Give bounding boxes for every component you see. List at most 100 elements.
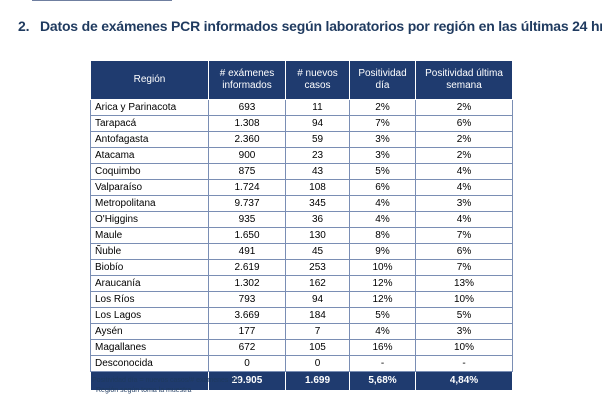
cell-new-cases: 94 — [285, 291, 350, 308]
cell-positivity-day: 4% — [349, 323, 416, 340]
cell-region: Los Ríos — [90, 291, 209, 308]
cell-positivity-day: 5% — [349, 163, 416, 180]
cell-exams: 3.669 — [208, 307, 286, 324]
cell-exams: 900 — [208, 147, 286, 164]
cell-region: Atacama — [90, 147, 209, 164]
cell-region: Biobío — [90, 259, 209, 276]
cell-new-cases: 105 — [285, 339, 350, 356]
cell-new-cases: 23 — [285, 147, 350, 164]
total-positivity-day: 5,68% — [349, 371, 416, 391]
cell-exams: 2.619 — [208, 259, 286, 276]
cell-positivity-week: 4% — [415, 163, 513, 180]
cell-exams: 672 — [208, 339, 286, 356]
header-region: Región — [90, 60, 209, 100]
cell-new-cases: 162 — [285, 275, 350, 292]
cell-new-cases: 59 — [285, 131, 350, 148]
table-row: Arica y Parinacota 693 11 2% 2% — [90, 99, 513, 116]
cell-exams: 177 — [208, 323, 286, 340]
cell-positivity-day: - — [349, 355, 416, 372]
cell-region: Arica y Parinacota — [90, 99, 209, 116]
cell-region: Desconocida — [90, 355, 209, 372]
cell-positivity-day: 9% — [349, 243, 416, 260]
footnote-region: Región según toma la muestra — [96, 387, 192, 394]
cell-new-cases: 7 — [285, 323, 350, 340]
cell-exams: 693 — [208, 99, 286, 116]
pcr-table: Región # exámenes informados # nuevos ca… — [90, 60, 513, 391]
cell-positivity-day: 16% — [349, 339, 416, 356]
cell-positivity-week: 7% — [415, 227, 513, 244]
footnotes: Positividad día = nuevos casos/# exámene… — [92, 376, 240, 396]
cell-exams: 1.308 — [208, 115, 286, 132]
table-header-row: Región # exámenes informados # nuevos ca… — [90, 60, 513, 100]
cell-exams: 9.737 — [208, 195, 286, 212]
table-row: Maule 1.650 130 8% 7% — [90, 227, 513, 244]
cell-new-cases: 11 — [285, 99, 350, 116]
table-row: O'Higgins 935 36 4% 4% — [90, 211, 513, 228]
cell-positivity-week: 2% — [415, 99, 513, 116]
header-new-cases: # nuevos casos — [285, 60, 350, 100]
cell-positivity-day: 12% — [349, 291, 416, 308]
table-row: Biobío 2.619 253 10% 7% — [90, 259, 513, 276]
cell-positivity-day: 6% — [349, 179, 416, 196]
cell-region: Metropolitana — [90, 195, 209, 212]
totals-label-cell — [90, 371, 209, 391]
totals-row: 29.905 1.699 5,68% 4,84% — [90, 371, 513, 391]
cell-positivity-week: 2% — [415, 147, 513, 164]
cell-positivity-day: 2% — [349, 99, 416, 116]
footnote-positivity: Positividad día = nuevos casos/# exámene… — [92, 377, 241, 384]
cell-exams: 1.650 — [208, 227, 286, 244]
cell-exams: 491 — [208, 243, 286, 260]
table-row: Metropolitana 9.737 345 4% 3% — [90, 195, 513, 212]
cell-new-cases: 45 — [285, 243, 350, 260]
cell-positivity-week: 4% — [415, 211, 513, 228]
cell-region: Ñuble — [90, 243, 209, 260]
cell-exams: 875 — [208, 163, 286, 180]
cell-region: Maule — [90, 227, 209, 244]
table-row: Magallanes 672 105 16% 10% — [90, 339, 513, 356]
cell-positivity-day: 8% — [349, 227, 416, 244]
cell-positivity-week: 10% — [415, 291, 513, 308]
cell-new-cases: 94 — [285, 115, 350, 132]
heading-title: Datos de exámenes PCR informados según l… — [40, 18, 602, 34]
cell-exams: 0 — [208, 355, 286, 372]
cell-region: Tarapacá — [90, 115, 209, 132]
cell-positivity-week: 2% — [415, 131, 513, 148]
cell-positivity-day: 5% — [349, 307, 416, 324]
cell-exams: 935 — [208, 211, 286, 228]
page-heading: 2. Datos de exámenes PCR informados según… — [18, 18, 602, 34]
table-row: Araucanía 1.302 162 12% 13% — [90, 275, 513, 292]
cell-new-cases: 130 — [285, 227, 350, 244]
cell-positivity-week: 3% — [415, 195, 513, 212]
cell-region: Antofagasta — [90, 131, 209, 148]
total-exams: 29.905 — [208, 371, 286, 391]
cell-positivity-day: 4% — [349, 195, 416, 212]
table-row: Ñuble 491 45 9% 6% — [90, 243, 513, 260]
table-row: Los Ríos 793 94 12% 10% — [90, 291, 513, 308]
cell-positivity-week: 13% — [415, 275, 513, 292]
cell-region: Coquimbo — [90, 163, 209, 180]
table-row: Atacama 900 23 3% 2% — [90, 147, 513, 164]
heading-number: 2. — [18, 18, 30, 34]
cell-positivity-week: - — [415, 355, 513, 372]
cell-new-cases: 253 — [285, 259, 350, 276]
table-row: Aysén 177 7 4% 3% — [90, 323, 513, 340]
header-exams: # exámenes informados — [208, 60, 286, 100]
cell-positivity-day: 10% — [349, 259, 416, 276]
table-row: Los Lagos 3.669 184 5% 5% — [90, 307, 513, 324]
cell-positivity-day: 3% — [349, 147, 416, 164]
cell-exams: 2.360 — [208, 131, 286, 148]
table-row: Desconocida 0 0- - — [90, 355, 513, 372]
cell-positivity-day: 12% — [349, 275, 416, 292]
cell-positivity-day: 4% — [349, 211, 416, 228]
cell-positivity-week: 10% — [415, 339, 513, 356]
cell-new-cases: 345 — [285, 195, 350, 212]
cell-new-cases: 108 — [285, 179, 350, 196]
cell-positivity-week: 7% — [415, 259, 513, 276]
cell-positivity-week: 4% — [415, 179, 513, 196]
cell-positivity-week: 3% — [415, 323, 513, 340]
cell-region: Araucanía — [90, 275, 209, 292]
table-row: Antofagasta 2.360 59 3% 2% — [90, 131, 513, 148]
header-positivity-week: Positividad última semana — [415, 60, 513, 100]
top-divider — [32, 0, 172, 1]
table-row: Valparaíso 1.724 108 6% 4% — [90, 179, 513, 196]
